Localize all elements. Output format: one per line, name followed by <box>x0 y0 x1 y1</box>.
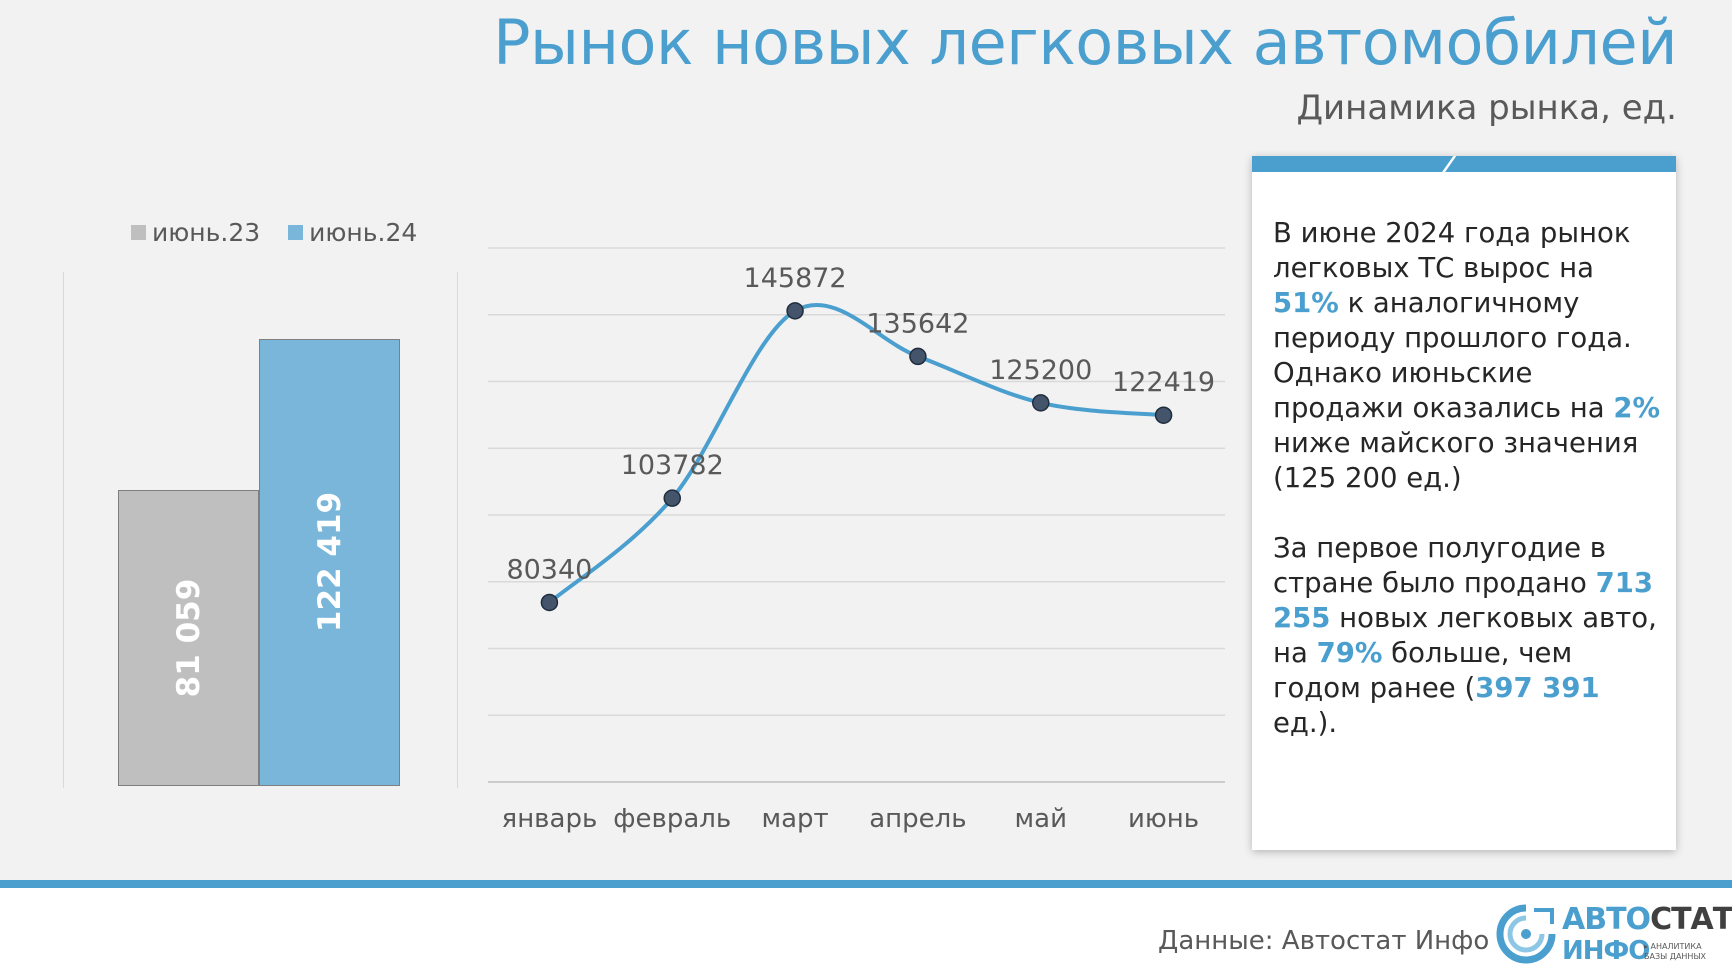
half-year-sales-highlight: 713 255 <box>1273 567 1653 634</box>
logo-tagline: ▸ АНАЛИТИКА БАЗЫ ДАННЫХ <box>1644 942 1706 962</box>
data-label-4: 135642 <box>866 308 969 339</box>
summary-text: В июне 2024 года рынок легковых ТС вырос… <box>1273 216 1663 776</box>
x-tick-label-5: май <box>1015 804 1067 834</box>
summary-p1-text-1: В июне 2024 года рынок легковых ТС вырос… <box>1273 217 1631 284</box>
data-point-4 <box>909 347 927 366</box>
data-source: Данные: Автостат Инфо <box>1158 926 1490 956</box>
bar-june-2024: 122 419 <box>259 338 400 786</box>
page-subtitle: Динамика рынка, ед. <box>1296 88 1677 128</box>
summary-paragraph-2: За первое полугодие в стране было продан… <box>1273 531 1663 741</box>
legend-label-2023: июнь.23 <box>152 218 261 247</box>
bar-chart-left-border <box>63 272 64 788</box>
data-label-5: 125200 <box>989 355 1092 386</box>
data-point-1 <box>540 593 559 612</box>
data-point-6 <box>1154 406 1173 424</box>
page-title: Рынок новых легковых автомобилей <box>493 6 1677 79</box>
x-tick-label-1: январь <box>502 804 598 834</box>
logo-wordmark-avto: АВТО <box>1562 902 1651 937</box>
logo-tagline-2: БАЗЫ ДАННЫХ <box>1644 952 1706 961</box>
x-tick-label-3: март <box>761 804 828 834</box>
summary-p2-text-3: больше, чем годом ранее ( <box>1273 637 1573 704</box>
x-tick-label-4: апрель <box>869 804 966 834</box>
summary-card: В июне 2024 года рынок легковых ТС вырос… <box>1252 156 1676 850</box>
logo-wordmark-top: АВТОСТАТ <box>1562 902 1732 937</box>
summary-paragraph-1: В июне 2024 года рынок легковых ТС вырос… <box>1273 216 1663 496</box>
x-tick-label-6: июнь <box>1128 804 1199 834</box>
data-point-3 <box>786 302 804 320</box>
data-label-2: 103782 <box>621 450 724 481</box>
avtostat-logo: АВТОСТАТ ИНФО ▸ АНАЛИТИКА БАЗЫ ДАННЫХ <box>1494 902 1732 968</box>
growth-yoy-highlight: 51% <box>1273 287 1339 319</box>
bar-chart-legend: июнь.23 июнь.24 <box>131 218 417 247</box>
logo-wordmark-stat: СТАТ <box>1650 902 1732 937</box>
logo-wordmark-bottom: ИНФО <box>1562 936 1650 966</box>
summary-card-accent-bar <box>1252 156 1676 172</box>
x-tick-label-2: февраль <box>613 804 731 834</box>
half-year-growth-highlight: 79% <box>1316 637 1383 669</box>
footer-accent-line <box>0 880 1732 888</box>
footer <box>0 888 1732 976</box>
legend-label-2024: июнь.24 <box>309 218 418 247</box>
avtostat-logo-icon <box>1496 904 1556 964</box>
logo-tagline-1: ▸ АНАЛИТИКА <box>1644 942 1702 951</box>
summary-p1-text-2: к аналогичному периоду прошлого года. Од… <box>1273 287 1632 424</box>
bar-june-2023: 81 059 <box>118 490 259 786</box>
summary-p2-text-4: ед.). <box>1273 707 1338 739</box>
summary-p1-text-3: ниже майского значения (125 200 ед.) <box>1273 427 1639 494</box>
prev-half-year-sales-highlight: 397 391 <box>1475 672 1600 704</box>
summary-p2-text-1: За первое полугодие в стране было продан… <box>1273 532 1606 599</box>
data-point-5 <box>1032 394 1050 412</box>
legend-swatch-2024 <box>288 225 304 240</box>
data-label-1: 80340 <box>506 554 592 585</box>
data-label-6: 122419 <box>1112 367 1215 398</box>
data-label-3: 145872 <box>744 263 847 294</box>
legend-item-2023: июнь.23 <box>131 218 260 247</box>
legend-swatch-2023 <box>131 225 146 240</box>
legend-item-2024: июнь.24 <box>288 218 417 247</box>
bar-chart-right-border <box>457 272 458 788</box>
decline-mom-highlight: 2% <box>1613 392 1661 424</box>
summary-p2-text-2: новых легковых авто, на <box>1273 602 1657 669</box>
data-point-2 <box>663 489 681 507</box>
